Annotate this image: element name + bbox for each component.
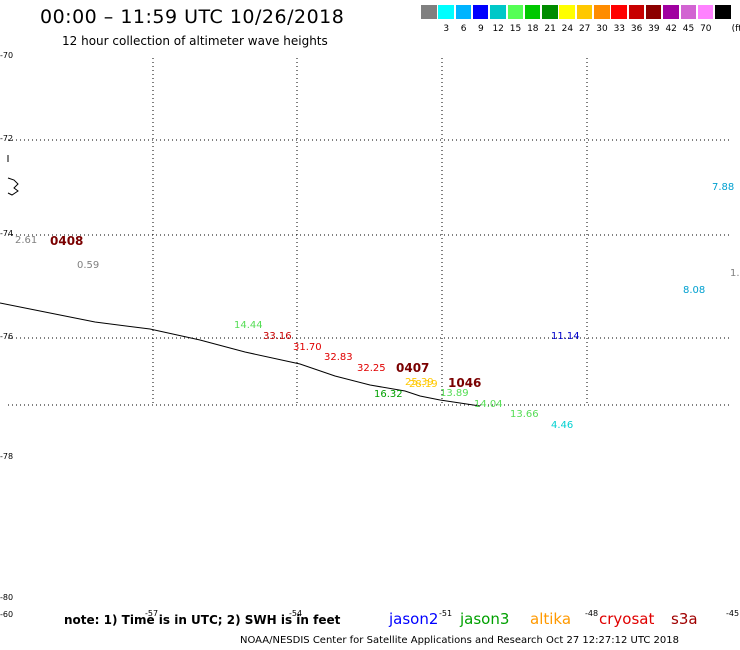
credit-line: NOAA/NESDIS Center for Satellite Applica…: [240, 635, 679, 646]
legend-swatch: [455, 5, 472, 19]
pass-time-label: 0408: [50, 234, 84, 248]
legend-swatch: [421, 5, 437, 19]
wave-height-label: 11.14: [551, 331, 580, 342]
lon-label-57: -57: [145, 609, 159, 618]
pass-time-label: 1046: [448, 376, 482, 390]
lon-label-45: -45: [726, 609, 740, 618]
satellite-legend-s3a: s3a: [671, 610, 698, 628]
wave-height-label: 25.39: [405, 377, 434, 388]
wave-height-label: 14.44: [234, 320, 263, 331]
lat-label-74: -74: [0, 229, 14, 238]
legend-swatch: [680, 5, 696, 19]
map-subtitle: 12 hour collection of altimeter wave hei…: [62, 34, 328, 48]
wave-height-label: 4.46: [551, 420, 574, 431]
legend-label: 21: [544, 24, 556, 34]
legend-label: 30: [596, 24, 608, 34]
satellite-legend-altika: altika: [530, 610, 572, 628]
lon-label-60: -60: [0, 610, 14, 619]
legend-label: 6: [460, 24, 467, 34]
wave-height-label: 2.61: [15, 235, 38, 246]
footer-note: note: 1) Time is in UTC; 2) SWH is in fe…: [64, 613, 341, 627]
wave-height-label: 0.59: [77, 260, 100, 271]
lon-label-54: -54: [289, 609, 303, 618]
wave-height-label: 8.08: [683, 285, 706, 296]
wave-height-label: 13.66: [510, 409, 539, 420]
legend-swatch: [472, 5, 489, 19]
legend-swatch: [628, 5, 645, 19]
legend-label: 9: [478, 24, 484, 34]
legend-label: 45: [682, 24, 695, 34]
wave-height-label: 33.16: [263, 331, 292, 342]
legend-swatch: [524, 5, 541, 19]
legend-swatch: [697, 5, 714, 19]
legend-swatch: [507, 5, 523, 19]
pass-time-label: 0407: [396, 361, 430, 375]
lat-label-70: -70: [0, 51, 14, 60]
satellite-legend-jason2: jason2: [389, 610, 439, 628]
wave-height-label: 16.32: [374, 389, 403, 400]
legend-label: 15: [509, 24, 522, 34]
legend-label: 24: [561, 24, 574, 34]
legend-label: 70: [700, 24, 712, 34]
satellite-legend-jason3: jason3: [460, 610, 510, 628]
legend-label: 33: [613, 24, 626, 34]
ice-edge-line: [0, 302, 481, 407]
legend-swatch: [490, 5, 506, 19]
legend-unit: (ft): [731, 24, 740, 34]
lat-label-76: -76: [0, 332, 14, 341]
wave-height-label: 31.70: [293, 342, 322, 353]
legend-swatch: [438, 5, 454, 19]
wave-height-label: 14.04: [474, 399, 503, 410]
legend-swatch: [663, 5, 679, 19]
coastline-fragment: [7, 177, 19, 196]
wave-height-label: 1.: [730, 268, 740, 279]
legend-label: 27: [578, 24, 591, 34]
wave-height-label: 32.25: [357, 363, 386, 374]
lon-label-48: -48: [585, 609, 599, 618]
wave-height-label: 13.89: [440, 388, 469, 399]
legend-label: 3: [443, 24, 450, 34]
legend-swatch: [594, 5, 610, 19]
lat-label-80: -80: [0, 593, 14, 602]
lon-label-51: -51: [439, 609, 453, 618]
legend-swatch: [715, 5, 731, 19]
legend-label: 42: [665, 24, 677, 34]
legend-label: 39: [648, 24, 660, 34]
legend-swatch: [542, 5, 558, 19]
wave-height-label: 28.19: [409, 379, 438, 390]
legend-label: 12: [492, 24, 504, 34]
wave-height-label: 7.88: [712, 182, 735, 193]
legend-swatch: [559, 5, 575, 19]
lat-label-72: -72: [0, 134, 14, 143]
legend-label: 18: [527, 24, 539, 34]
wave-height-label: 32.83: [324, 352, 353, 363]
legend-label: 36: [630, 24, 643, 34]
legend-swatch: [645, 5, 662, 19]
legend-swatch: [576, 5, 593, 19]
satellite-legend-cryosat: cryosat: [599, 610, 655, 628]
lat-label-78: -78: [0, 452, 14, 461]
legend-swatch: [611, 5, 627, 19]
map-title: 00:00 – 11:59 UTC 10/26/2018: [40, 6, 345, 28]
